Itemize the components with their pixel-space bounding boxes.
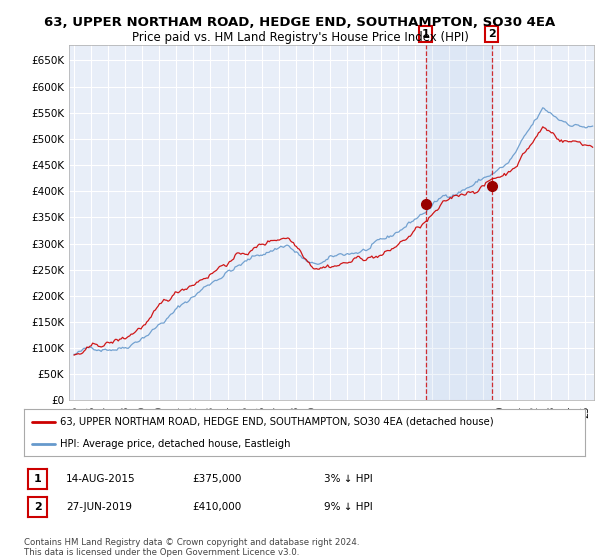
- Text: 9% ↓ HPI: 9% ↓ HPI: [324, 502, 373, 512]
- Text: £410,000: £410,000: [192, 502, 241, 512]
- Text: 63, UPPER NORTHAM ROAD, HEDGE END, SOUTHAMPTON, SO30 4EA: 63, UPPER NORTHAM ROAD, HEDGE END, SOUTH…: [44, 16, 556, 29]
- Text: 63, UPPER NORTHAM ROAD, HEDGE END, SOUTHAMPTON, SO30 4EA (detached house): 63, UPPER NORTHAM ROAD, HEDGE END, SOUTH…: [61, 417, 494, 427]
- Text: Contains HM Land Registry data © Crown copyright and database right 2024.
This d: Contains HM Land Registry data © Crown c…: [24, 538, 359, 557]
- Text: 2: 2: [488, 29, 496, 39]
- Text: HPI: Average price, detached house, Eastleigh: HPI: Average price, detached house, East…: [61, 438, 291, 449]
- Text: 1: 1: [34, 474, 41, 484]
- Bar: [425, 45, 491, 400]
- Text: 2: 2: [34, 502, 41, 512]
- Text: £375,000: £375,000: [192, 474, 241, 484]
- Text: 3% ↓ HPI: 3% ↓ HPI: [324, 474, 373, 484]
- Text: Price paid vs. HM Land Registry's House Price Index (HPI): Price paid vs. HM Land Registry's House …: [131, 31, 469, 44]
- Text: 1: 1: [422, 29, 430, 39]
- Text: 27-JUN-2019: 27-JUN-2019: [66, 502, 132, 512]
- Text: 14-AUG-2015: 14-AUG-2015: [66, 474, 136, 484]
